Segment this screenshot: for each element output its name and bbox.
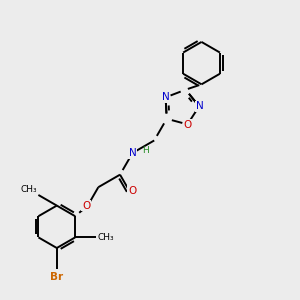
Text: O: O: [82, 201, 90, 211]
Text: H: H: [142, 146, 149, 155]
Text: N: N: [129, 148, 136, 158]
Text: O: O: [183, 120, 192, 130]
Text: CH₃: CH₃: [20, 185, 37, 194]
Text: N: N: [162, 92, 170, 102]
Text: Br: Br: [50, 272, 63, 282]
Text: N: N: [196, 101, 204, 111]
Text: O: O: [128, 186, 136, 196]
Text: CH₃: CH₃: [98, 233, 115, 242]
